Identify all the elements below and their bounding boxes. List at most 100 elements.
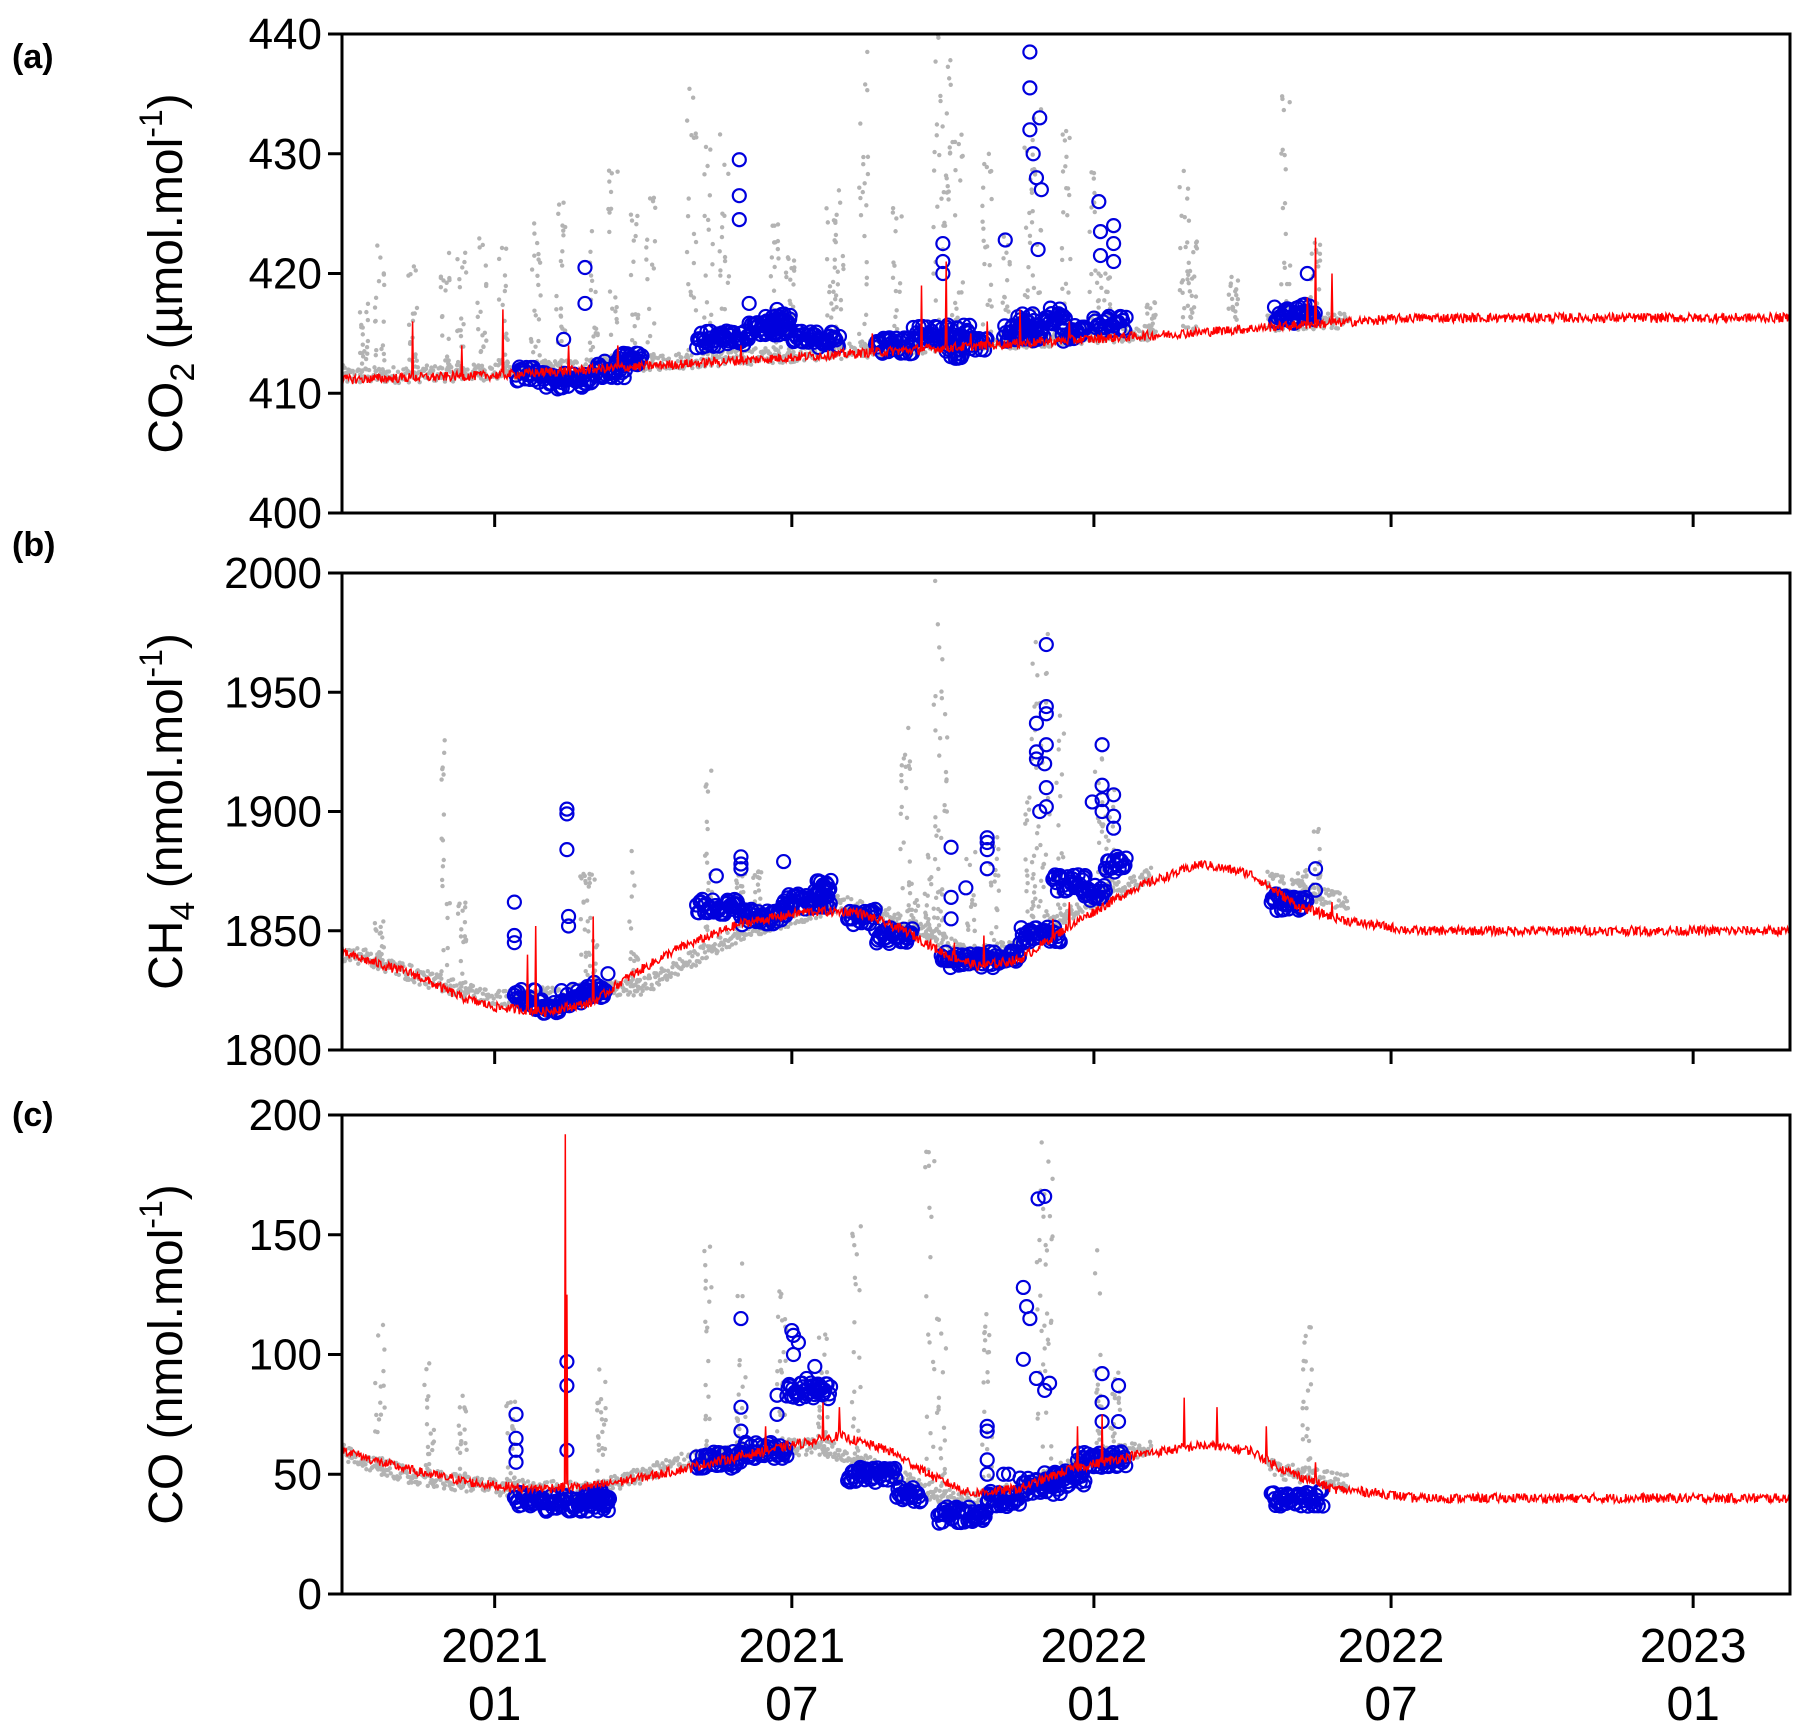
all-point <box>1137 329 1142 334</box>
all-point <box>1148 306 1153 311</box>
all-point <box>969 901 975 906</box>
all-point <box>898 811 903 816</box>
all-point <box>632 883 637 888</box>
all-point <box>893 314 898 320</box>
all-point <box>983 245 988 250</box>
all-point <box>365 338 371 344</box>
all-point <box>966 927 971 933</box>
all-point <box>441 947 446 953</box>
all-point <box>357 350 363 356</box>
all-point <box>347 957 353 963</box>
all-point <box>629 337 635 343</box>
all-point <box>505 360 511 365</box>
all-point <box>1063 281 1069 287</box>
all-point <box>1089 205 1094 210</box>
all-point <box>530 350 536 355</box>
all-point <box>1059 257 1065 263</box>
all-point <box>1296 878 1302 883</box>
all-point <box>1063 128 1069 134</box>
all-point <box>1303 884 1308 889</box>
series-baseline-line <box>342 237 1790 385</box>
all-point <box>588 287 594 293</box>
selected-point <box>731 188 747 204</box>
all-point <box>907 890 913 896</box>
selected-point <box>1094 737 1110 753</box>
all-point <box>936 866 941 872</box>
all-point <box>645 276 650 282</box>
all-point <box>333 375 337 379</box>
all-point <box>1100 800 1105 805</box>
all-point <box>970 897 975 903</box>
all-point <box>635 315 641 321</box>
all-point <box>1023 225 1029 230</box>
all-point <box>778 344 784 350</box>
all-point <box>406 977 412 982</box>
all-point <box>955 315 960 320</box>
all-point <box>591 334 596 339</box>
all-point <box>1055 902 1061 907</box>
all-point <box>587 876 592 881</box>
all-point <box>726 274 732 279</box>
all-point <box>426 985 431 990</box>
all-point <box>893 288 899 294</box>
all-point <box>536 317 542 322</box>
all-point <box>1023 812 1028 817</box>
all-point <box>438 285 444 290</box>
all-point <box>906 882 912 888</box>
all-point <box>1056 738 1062 744</box>
all-point <box>439 777 444 782</box>
all-point <box>414 358 419 363</box>
all-point <box>504 336 509 341</box>
all-point <box>864 282 869 287</box>
all-point <box>946 189 951 194</box>
all-point <box>441 812 447 817</box>
all-point <box>890 210 896 215</box>
selected-point <box>506 894 522 910</box>
all-point <box>404 1470 410 1476</box>
all-point <box>686 281 691 287</box>
all-point <box>463 900 468 905</box>
all-point <box>448 369 453 374</box>
all-point <box>717 249 722 254</box>
all-point <box>1336 898 1342 903</box>
all-point <box>1065 213 1070 218</box>
all-point <box>649 262 655 267</box>
all-point <box>582 873 587 879</box>
all-point <box>987 262 992 268</box>
all-point <box>528 336 534 342</box>
all-point <box>445 915 450 921</box>
all-point <box>938 93 943 99</box>
all-point <box>766 351 772 356</box>
all-point <box>538 293 543 298</box>
all-point <box>1189 276 1195 281</box>
all-point <box>372 305 378 310</box>
all-point <box>1067 192 1072 198</box>
all-point <box>942 223 948 228</box>
plot-area <box>342 1134 1790 1531</box>
all-point <box>1279 151 1284 156</box>
all-point <box>858 213 864 218</box>
all-point <box>1312 885 1317 891</box>
all-point <box>946 197 951 202</box>
all-point <box>630 977 635 982</box>
all-point <box>936 923 942 928</box>
all-point <box>647 196 653 201</box>
all-point <box>755 882 761 887</box>
all-point <box>446 250 452 256</box>
series-all-points <box>342 1140 1351 1509</box>
all-point <box>292 333 296 337</box>
all-point <box>937 753 942 758</box>
all-point <box>478 349 483 355</box>
all-point <box>587 963 593 969</box>
all-point <box>1054 780 1059 786</box>
all-point <box>931 271 936 276</box>
all-point <box>988 282 994 288</box>
all-point <box>1029 736 1034 742</box>
all-point <box>702 950 708 955</box>
all-point <box>458 958 464 964</box>
all-point <box>675 1455 681 1461</box>
all-point <box>691 260 697 266</box>
all-point <box>460 265 465 270</box>
all-point <box>891 260 896 265</box>
all-point <box>381 319 386 324</box>
